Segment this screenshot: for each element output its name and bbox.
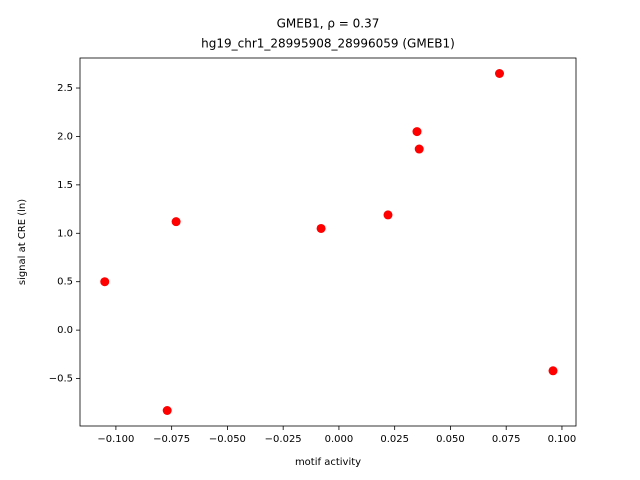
- point: [162, 406, 172, 416]
- point: [412, 127, 422, 137]
- x-tick-label: 0.000: [325, 434, 354, 445]
- x-tick-label: 0.100: [548, 434, 577, 445]
- point: [100, 277, 110, 287]
- x-tick-label: −0.100: [97, 434, 134, 445]
- plot-frame: [79, 57, 577, 427]
- y-tick-label: 2.0: [57, 131, 73, 142]
- x-tick-label: 0.050: [436, 434, 465, 445]
- x-tick-label: 0.025: [380, 434, 409, 445]
- point: [548, 366, 558, 376]
- y-tick-label: 1.0: [57, 228, 73, 239]
- x-tick-label: 0.075: [492, 434, 521, 445]
- y-tick-label: 0.0: [57, 325, 73, 336]
- chart-subtitle: hg19_chr1_28995908_28996059 (GMEB1): [201, 37, 455, 51]
- chart-title: GMEB1, ρ = 0.37: [277, 17, 380, 31]
- y-tick-label: 0.5: [57, 277, 73, 288]
- point: [171, 217, 181, 227]
- y-tick-label: 1.5: [57, 180, 73, 191]
- x-tick-label: −0.075: [153, 434, 190, 445]
- x-tick-label: −0.025: [265, 434, 302, 445]
- x-axis-label: motif activity: [295, 457, 361, 468]
- y-tick-label: −0.5: [49, 374, 73, 385]
- y-tick-label: 2.5: [57, 83, 73, 94]
- y-axis-label: signal at CRE (ln): [17, 199, 28, 285]
- point: [316, 223, 326, 233]
- point: [383, 210, 393, 220]
- point: [495, 68, 505, 78]
- x-tick-label: −0.050: [209, 434, 246, 445]
- point: [414, 144, 424, 154]
